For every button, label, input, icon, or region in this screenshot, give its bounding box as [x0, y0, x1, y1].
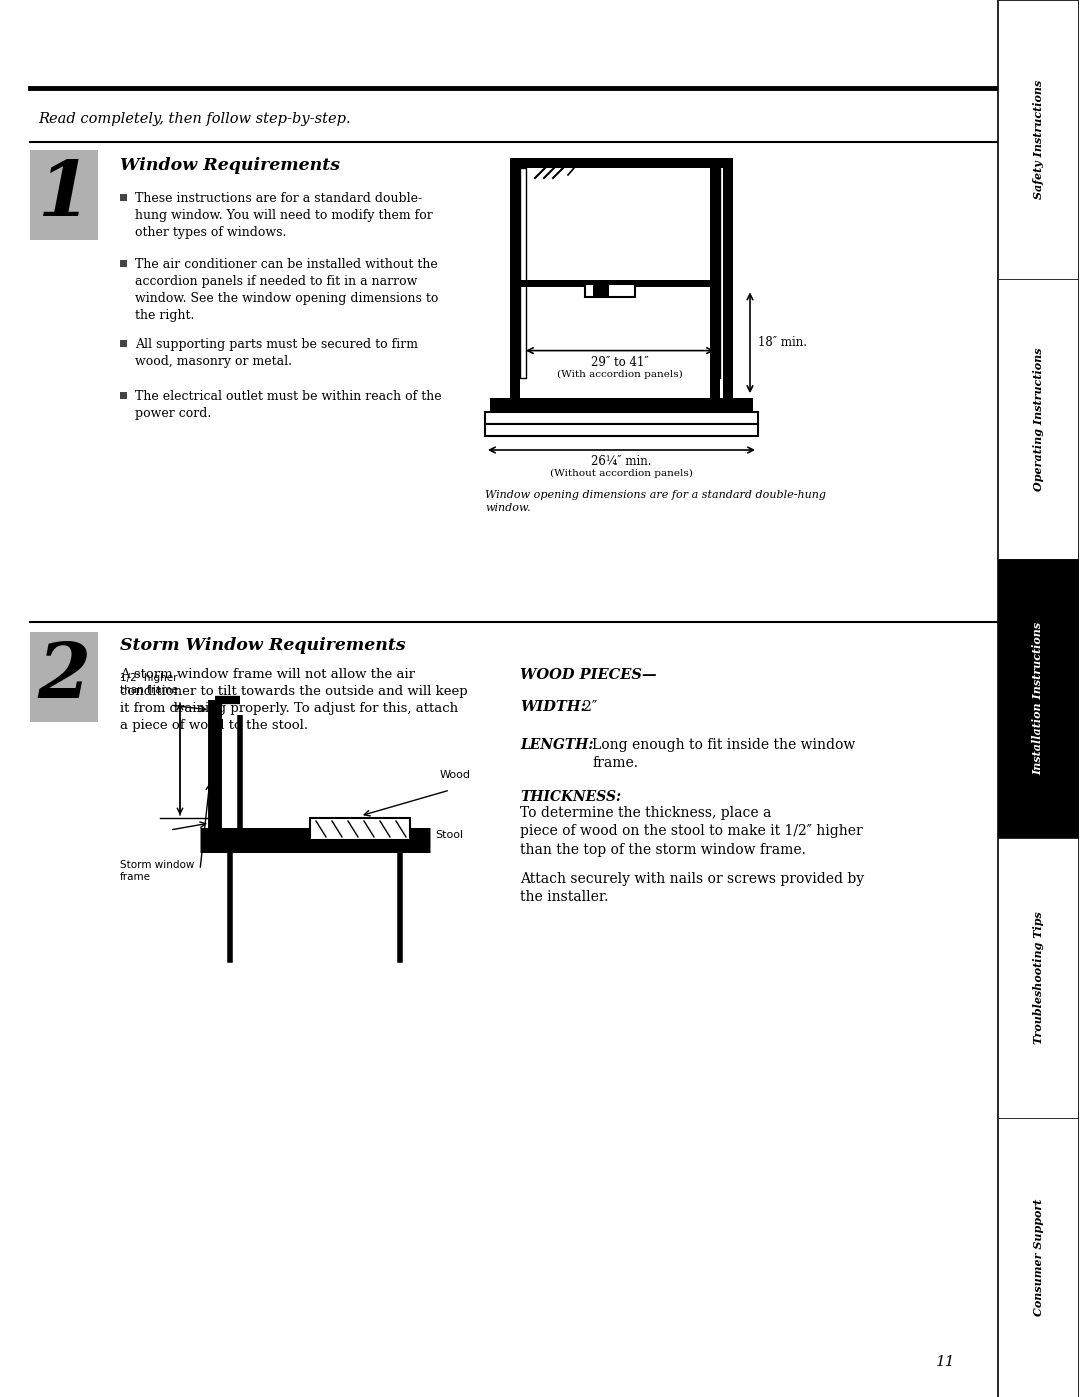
Bar: [485, 425, 758, 436]
Bar: [510, 158, 519, 398]
Bar: [714, 168, 720, 379]
Text: Read completely, then follow step-by-step.: Read completely, then follow step-by-ste…: [38, 112, 351, 126]
Text: Stool: Stool: [435, 830, 463, 840]
Text: Storm window
frame: Storm window frame: [120, 861, 194, 883]
Text: Wood: Wood: [440, 770, 471, 780]
Bar: [998, 838, 1078, 1118]
Text: 26¼″ min.: 26¼″ min.: [591, 455, 651, 468]
Text: Operating Instructions: Operating Instructions: [1032, 348, 1043, 490]
Bar: [120, 339, 127, 346]
Bar: [593, 284, 609, 296]
Text: 18″ min.: 18″ min.: [758, 337, 807, 349]
Bar: [998, 0, 1078, 279]
Text: 29″ to 41″: 29″ to 41″: [591, 356, 649, 369]
Bar: [30, 631, 98, 722]
Bar: [519, 279, 713, 286]
Text: 1/2″ higher
than frame: 1/2″ higher than frame: [120, 672, 178, 694]
Bar: [485, 412, 758, 425]
Text: These instructions are for a standard double-
hung window. You will need to modi: These instructions are for a standard do…: [135, 191, 433, 239]
Text: Storm Window Requirements: Storm Window Requirements: [120, 637, 406, 654]
Text: 1: 1: [38, 158, 91, 232]
Text: A storm window frame will not allow the air
conditioner to tilt towards the outs: A storm window frame will not allow the …: [120, 668, 468, 732]
Bar: [30, 149, 98, 240]
Text: Consumer Support: Consumer Support: [1032, 1199, 1043, 1316]
Text: The electrical outlet must be within reach of the
power cord.: The electrical outlet must be within rea…: [135, 390, 442, 420]
Text: 2: 2: [38, 640, 91, 714]
Bar: [120, 260, 127, 267]
Bar: [723, 158, 733, 398]
Text: Long enough to fit inside the window
frame.: Long enough to fit inside the window fra…: [592, 738, 855, 770]
Text: Window Requirements: Window Requirements: [120, 156, 340, 175]
Text: Installation Instructions: Installation Instructions: [1032, 622, 1043, 775]
Bar: [710, 158, 720, 398]
Text: To determine the thickness, place a
piece of wood on the stool to make it 1/2″ h: To determine the thickness, place a piec…: [519, 806, 863, 856]
Bar: [120, 393, 127, 400]
Bar: [310, 819, 410, 840]
Bar: [490, 398, 753, 412]
Bar: [519, 168, 526, 379]
Text: Attach securely with nails or screws provided by
the installer.: Attach securely with nails or screws pro…: [519, 872, 864, 904]
Text: WIDTH:: WIDTH:: [519, 700, 586, 714]
Bar: [120, 194, 127, 201]
Text: (With accordion panels): (With accordion panels): [557, 370, 683, 379]
Bar: [585, 284, 635, 296]
Text: (Without accordion panels): (Without accordion panels): [550, 469, 693, 478]
Text: 11: 11: [935, 1355, 955, 1369]
Text: Safety Instructions: Safety Instructions: [1032, 80, 1043, 200]
Bar: [998, 1118, 1078, 1397]
Bar: [998, 559, 1078, 838]
Text: Troubleshooting Tips: Troubleshooting Tips: [1032, 911, 1043, 1045]
Text: The air conditioner can be installed without the
accordion panels if needed to f: The air conditioner can be installed wit…: [135, 258, 438, 321]
Bar: [510, 158, 733, 168]
Text: LENGTH:: LENGTH:: [519, 738, 594, 752]
Bar: [998, 0, 1078, 1397]
Text: WOOD PIECES—: WOOD PIECES—: [519, 668, 657, 682]
Text: THICKNESS:: THICKNESS:: [519, 789, 621, 805]
Bar: [998, 279, 1078, 559]
Text: All supporting parts must be secured to firm
wood, masonry or metal.: All supporting parts must be secured to …: [135, 338, 418, 367]
Text: Window opening dimensions are for a standard double-hung
window.: Window opening dimensions are for a stan…: [485, 490, 826, 513]
Text: 2″: 2″: [578, 700, 597, 714]
